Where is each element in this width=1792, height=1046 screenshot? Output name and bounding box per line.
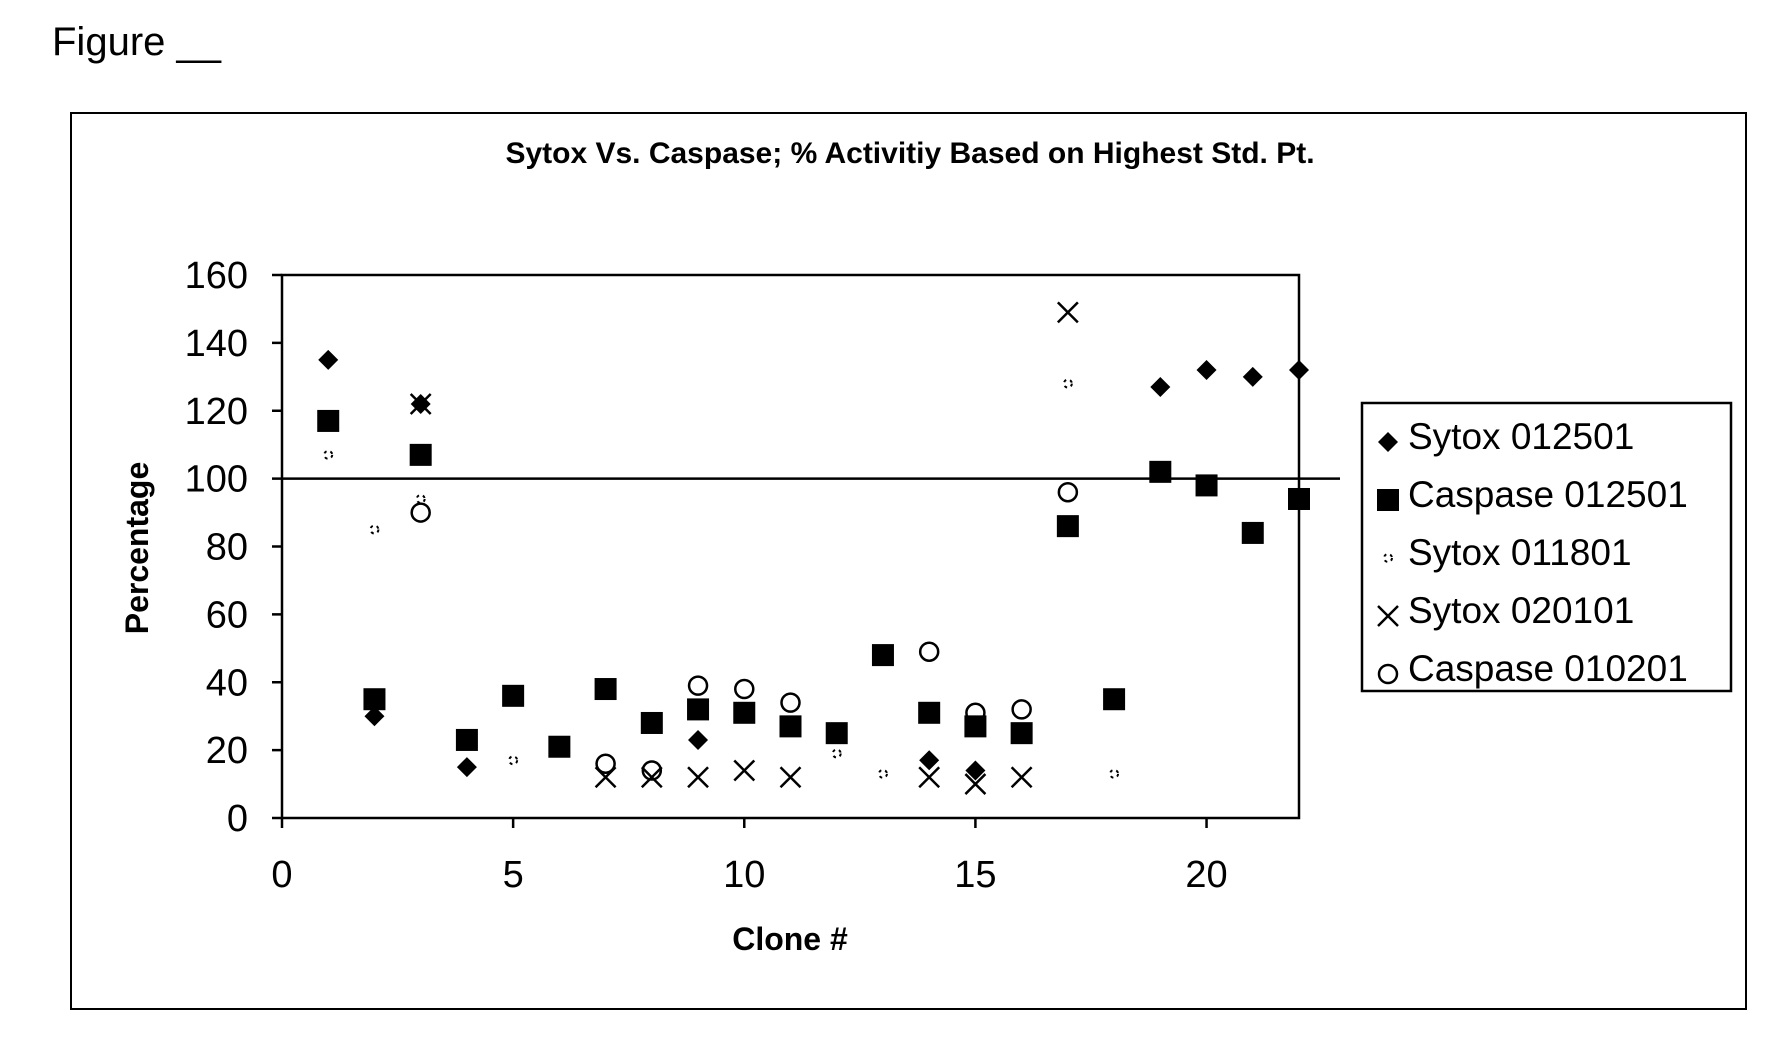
data-point bbox=[1150, 377, 1170, 397]
data-point bbox=[920, 643, 938, 661]
y-axis-title: Percentage bbox=[119, 462, 155, 635]
data-point bbox=[1058, 302, 1078, 322]
data-point bbox=[456, 729, 478, 751]
x-tick-label: 10 bbox=[723, 854, 765, 896]
data-point bbox=[1149, 461, 1171, 483]
x-tick-label: 5 bbox=[503, 854, 524, 896]
data-point bbox=[317, 410, 339, 432]
data-point bbox=[872, 644, 894, 666]
data-point bbox=[363, 688, 385, 710]
data-points bbox=[317, 302, 1310, 794]
data-point bbox=[410, 444, 432, 466]
data-point bbox=[735, 680, 753, 698]
y-tick-label: 20 bbox=[206, 730, 248, 772]
data-point bbox=[548, 736, 570, 758]
x-tick-label: 0 bbox=[271, 854, 292, 896]
y-tick-label: 0 bbox=[227, 798, 248, 840]
data-point bbox=[1011, 722, 1033, 744]
series-1 bbox=[318, 350, 1309, 781]
y-tick-label: 80 bbox=[206, 527, 248, 569]
x-axis-title: Clone # bbox=[732, 921, 848, 957]
data-point bbox=[457, 757, 477, 777]
data-point bbox=[502, 685, 524, 707]
data-point bbox=[918, 702, 940, 724]
data-point bbox=[417, 495, 425, 503]
data-point bbox=[1103, 688, 1125, 710]
y-axis: 0 20 40 60 80 100 120 140 160 bbox=[185, 255, 282, 840]
data-point bbox=[324, 451, 332, 459]
data-point bbox=[688, 767, 708, 787]
data-point bbox=[687, 698, 709, 720]
y-tick-label: 160 bbox=[185, 255, 248, 297]
y-tick-label: 100 bbox=[185, 459, 248, 501]
y-tick-label: 40 bbox=[206, 662, 248, 704]
data-point bbox=[370, 526, 378, 534]
data-point bbox=[733, 702, 755, 724]
legend-label: Sytox 020101 bbox=[1408, 590, 1634, 631]
data-point bbox=[1288, 488, 1310, 510]
data-point bbox=[879, 770, 887, 778]
data-point bbox=[509, 756, 517, 764]
data-point bbox=[595, 678, 617, 700]
data-point bbox=[1197, 360, 1217, 380]
x-tick-label: 20 bbox=[1185, 854, 1227, 896]
y-tick-label: 120 bbox=[185, 391, 248, 433]
data-point bbox=[318, 350, 338, 370]
data-point bbox=[1013, 700, 1031, 718]
data-point bbox=[919, 750, 939, 770]
data-point bbox=[1289, 360, 1309, 380]
data-point bbox=[1064, 380, 1072, 388]
data-point bbox=[734, 760, 754, 780]
legend-label: Caspase 012501 bbox=[1408, 474, 1688, 515]
data-point bbox=[597, 755, 615, 773]
data-point bbox=[641, 712, 663, 734]
data-point bbox=[782, 694, 800, 712]
data-point bbox=[1012, 767, 1032, 787]
series-2 bbox=[317, 410, 1310, 758]
data-point bbox=[412, 504, 430, 522]
x-tick-label: 15 bbox=[954, 854, 996, 896]
legend-label: Sytox 012501 bbox=[1408, 416, 1634, 457]
data-point bbox=[1196, 474, 1218, 496]
legend-marker bbox=[1377, 489, 1399, 511]
legend-label: Caspase 010201 bbox=[1408, 648, 1688, 689]
data-point bbox=[826, 722, 848, 744]
data-point bbox=[1110, 770, 1118, 778]
data-point bbox=[1059, 483, 1077, 501]
y-tick-label: 60 bbox=[206, 594, 248, 636]
y-tick-label: 140 bbox=[185, 323, 248, 365]
data-point bbox=[780, 715, 802, 737]
data-point bbox=[1057, 515, 1079, 537]
chart-title: Sytox Vs. Caspase; % Activitiy Based on … bbox=[505, 137, 1314, 170]
data-point bbox=[781, 767, 801, 787]
legend-label: Sytox 011801 bbox=[1408, 532, 1632, 573]
data-point bbox=[833, 750, 841, 758]
data-point bbox=[689, 677, 707, 695]
data-point bbox=[1243, 367, 1263, 387]
series-3 bbox=[324, 380, 1118, 778]
x-axis: 0 5 10 15 20 bbox=[271, 818, 1227, 896]
data-point bbox=[1242, 522, 1264, 544]
data-point bbox=[688, 730, 708, 750]
